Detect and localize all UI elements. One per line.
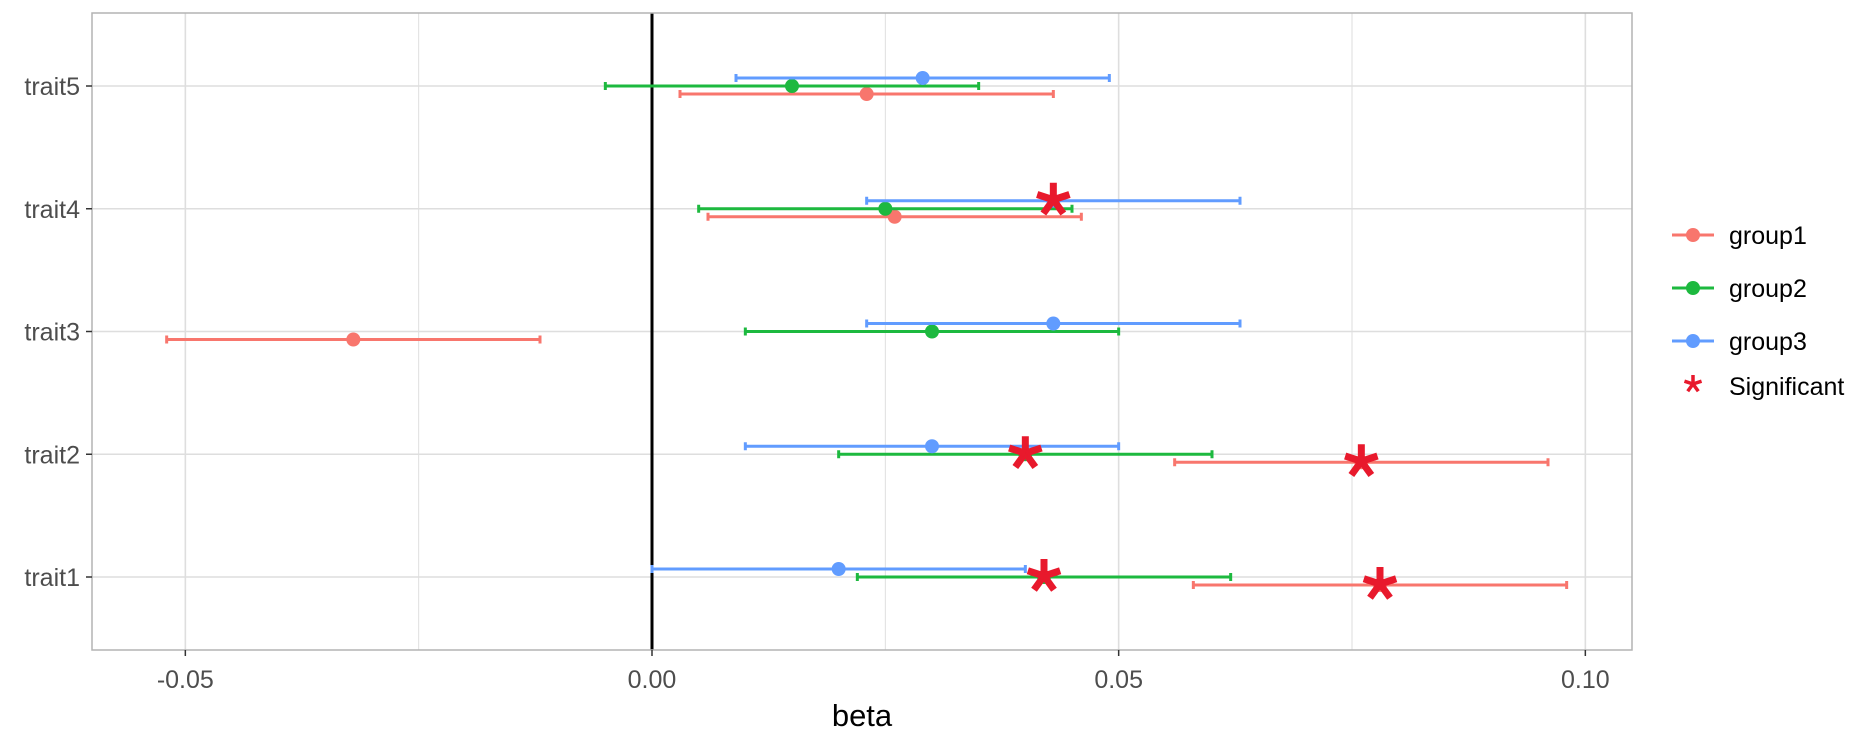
legend-label: group2 (1729, 275, 1807, 303)
legend-item-group3: group3 (1672, 328, 1807, 356)
significance-marker-group1-trait1 (1362, 567, 1398, 600)
asterisk-arm (1026, 567, 1046, 580)
x-tick-label: 0.00 (628, 666, 677, 694)
significance-layer (1008, 182, 1398, 600)
legend-item-group2: group2 (1672, 275, 1807, 303)
point-group1-trait3 (346, 332, 361, 347)
x-tick-label: 0.05 (1094, 666, 1143, 694)
legend-key-point (1686, 281, 1700, 295)
legend-key-point (1686, 334, 1700, 348)
point-group2-trait3 (925, 324, 939, 339)
point-group1-trait4 (887, 209, 902, 224)
legend-item-group1: group1 (1672, 222, 1807, 250)
legend-label: Significant (1729, 373, 1844, 401)
asterisk-arm (1362, 575, 1382, 588)
point-group3-trait2 (925, 439, 939, 454)
point-group3-trait3 (1046, 316, 1061, 331)
significance-marker-group2-trait2 (1008, 436, 1043, 470)
y-tick-label-trait3: trait3 (24, 319, 80, 347)
asterisk-arm (1036, 191, 1055, 204)
x-tick-label: -0.05 (157, 666, 214, 694)
legend-key-point (1686, 228, 1700, 242)
y-tick-label-trait5: trait5 (24, 73, 80, 101)
significance-marker-group3-trait4 (1036, 182, 1071, 216)
legend-label: group3 (1729, 328, 1807, 356)
series-group3 (650, 71, 1242, 576)
asterisk-arm (1008, 444, 1027, 457)
x-tick-label: 0.10 (1561, 666, 1610, 694)
series-group1 (165, 87, 1569, 592)
point-group2-trait5 (785, 79, 799, 93)
asterisk-arm (1683, 379, 1694, 386)
y-tick-label-trait4: trait4 (24, 196, 80, 224)
point-group2-trait4 (878, 201, 893, 216)
x-axis: -0.05 0.00 0.05 0.10 (157, 650, 1610, 694)
point-group3-trait5 (915, 71, 930, 85)
y-tick-label-trait2: trait2 (24, 441, 80, 469)
asterisk-arm (1344, 452, 1363, 465)
legend-key-asterisk (1683, 375, 1703, 393)
y-axis: trait1 trait2 trait3 trait4 trait5 (24, 73, 92, 592)
x-axis-title: beta (832, 698, 893, 733)
legend-item-significant: Significant (1683, 373, 1844, 401)
y-tick-label-trait1: trait1 (24, 564, 80, 592)
legend: group1 group2 group3 Significant (1672, 222, 1844, 401)
legend-label: group1 (1729, 222, 1807, 250)
point-group1-trait5 (859, 87, 874, 101)
significance-marker-group1-trait2 (1344, 444, 1379, 478)
point-group3-trait1 (831, 562, 846, 576)
significance-marker-group2-trait1 (1026, 559, 1062, 592)
